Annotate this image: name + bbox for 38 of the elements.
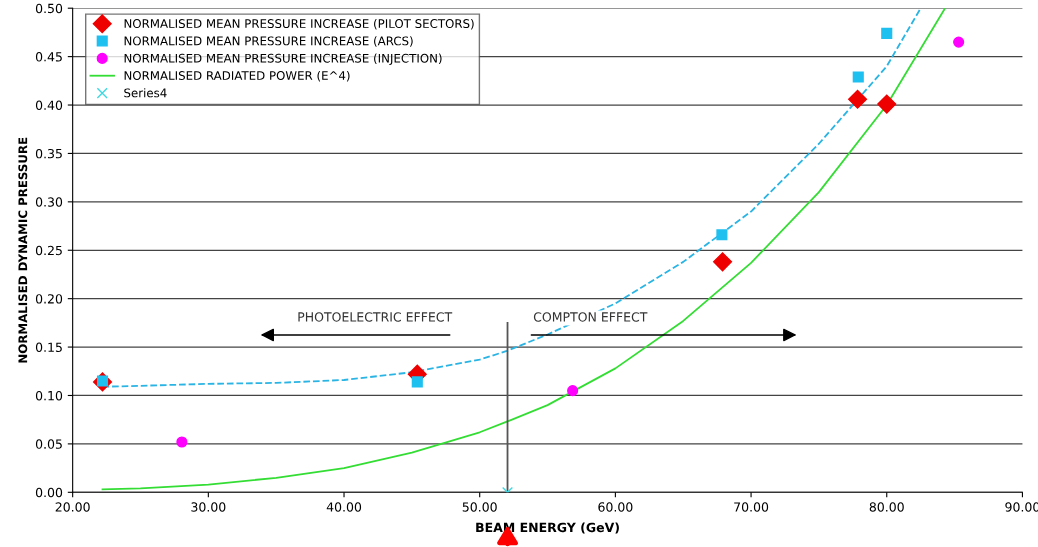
x-tick-label: 20.00 [55,502,90,512]
point [852,71,864,83]
legend-label: Series4 [124,88,167,98]
point [176,436,188,448]
legend-label: NORMALISED MEAN PRESSURE INCREASE (ARCS) [124,36,413,47]
x-tick-label: 80.00 [869,502,904,512]
legend-label: NORMALISED MEAN PRESSURE INCREASE (INJECTION) [124,53,442,65]
annotation: PHOTOELECTRIC EFFECT [298,312,453,322]
legend-label: NORMALISED RADIATED POWER (E^4) [124,70,350,82]
point [877,94,897,114]
x-tick-label: 50.00 [462,502,497,512]
y-tick-label: 0.45 [35,52,62,62]
x-tick-label: 60.00 [598,502,633,512]
y-tick-label: 0.35 [35,148,62,159]
annotation: COMPTON EFFECT [533,312,648,322]
y-tick-label: 0.15 [35,342,62,352]
y-tick-label: 0.25 [35,245,62,256]
point [567,385,579,397]
y-tick-label: 0.20 [35,294,63,304]
x-axis-title: BEAM ENERGY (GeV) [476,522,619,534]
point [848,89,868,109]
y-tick-label: 0.00 [35,487,63,498]
y-tick-label: 0.50 [35,3,63,14]
y-tick-label: 0.40 [35,100,63,110]
line-series [101,8,946,491]
x-tick-label: 40.00 [326,502,362,512]
y-tick-label: 0.10 [35,390,63,401]
point [953,36,965,48]
point [881,27,893,39]
y-tick-label: 0.30 [35,197,63,207]
x-tick-label: 70.00 [734,502,769,512]
point [411,376,423,388]
point [716,229,728,241]
legend-label: NORMALISED MEAN PRESSURE INCREASE (PILOT SECTORS) [124,18,474,30]
y-tick-label: 0.05 [35,439,62,449]
x-tick-label: 30.00 [191,502,226,512]
point [713,252,733,272]
y-axis-title: NORMALISED DYNAMIC PRESSURE [18,137,28,363]
